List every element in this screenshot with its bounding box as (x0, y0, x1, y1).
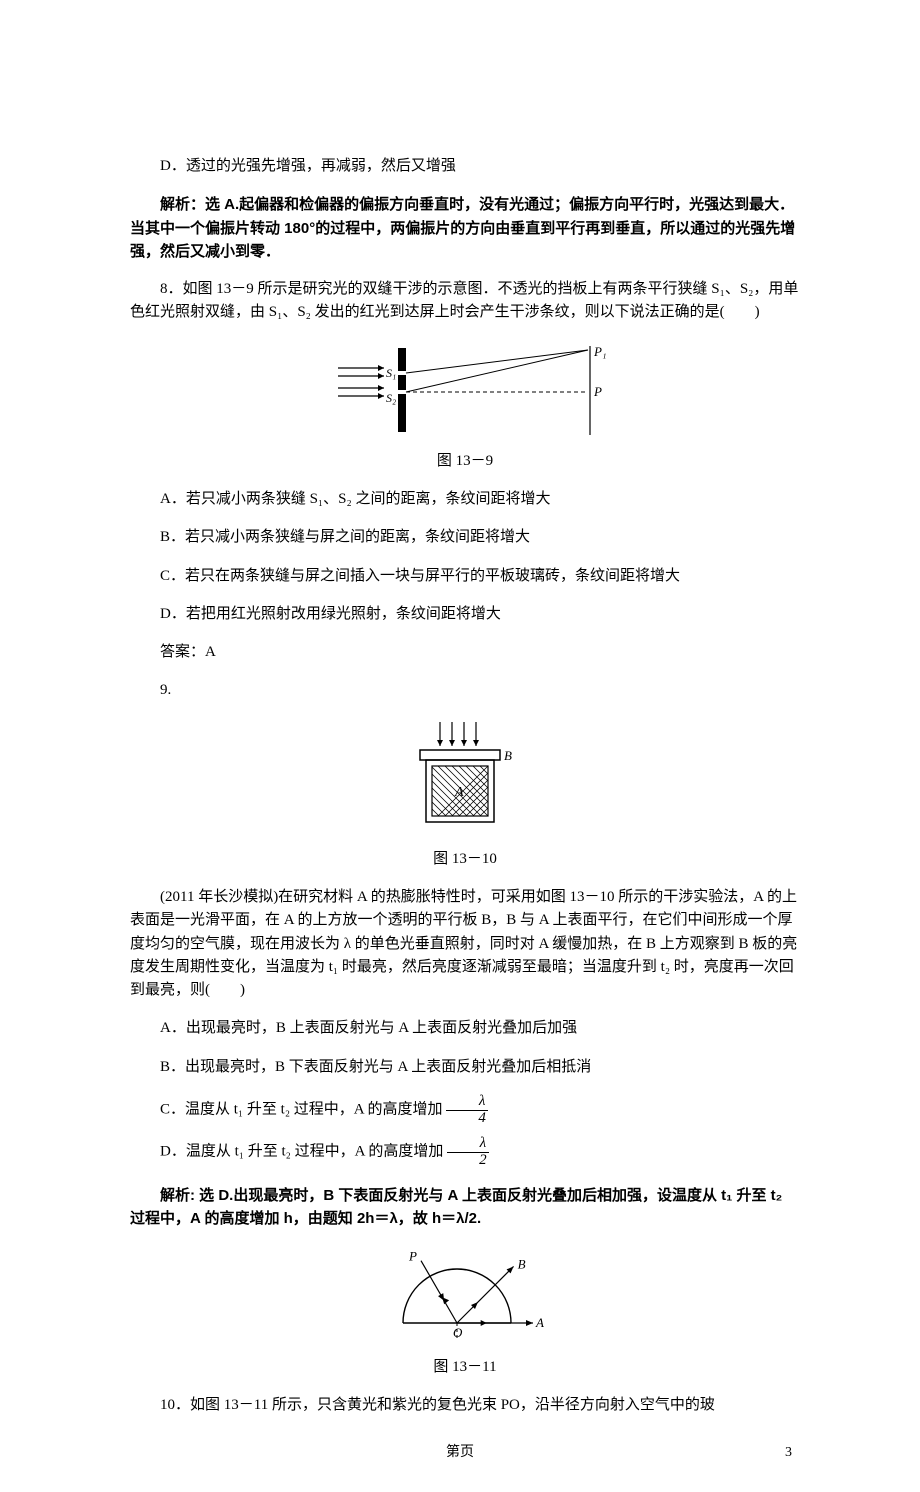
page: D．透过的光强先增强，再减弱，然后又增强 解析：选 A.起偏器和检偏器的偏振方向… (0, 0, 920, 1492)
figure-13-11-caption: 图 13－11 (130, 1356, 800, 1379)
q10-stem: 10．如图 13－11 所示，只含黄光和紫光的复色光束 PO，沿半径方向射入空气… (130, 1394, 800, 1417)
q9-opt-c: C．温度从 t₁ 升至 t₂ 过程中，A 的高度增加 λ 4 (130, 1094, 800, 1127)
q9-opt-d: D．温度从 t₁ 升至 t₂ 过程中，A 的高度增加 λ 2 (130, 1136, 800, 1169)
q9-stem: (2011 年长沙模拟)在研究材料 A 的热膨胀特性时，可采用如图 13－10 … (130, 886, 800, 1002)
thermal-expansion-diagram: BA (400, 718, 530, 838)
svg-text:S₂: S₂ (386, 391, 396, 405)
q9-opt-d-fraction: λ 2 (447, 1136, 489, 1169)
frac-den: 4 (446, 1111, 488, 1127)
prev-option-d: D．透过的光强先增强，再减弱，然后又增强 (130, 155, 800, 178)
figure-13-9: S₁ S₂ P₁ P (130, 340, 800, 448)
figure-13-11: O A B P (130, 1245, 800, 1353)
q9-number: 9. (130, 679, 800, 702)
q9-opt-d-text: D．温度从 t₁ 升至 t₂ 过程中，A 的高度增加 (160, 1144, 443, 1160)
q8-answer: 答案：A (130, 641, 800, 664)
svg-text:P: P (408, 1249, 417, 1264)
q8-opt-b: B．若只减小两条狭缝与屏之间的距离，条纹间距将增大 (130, 526, 800, 549)
svg-text:P: P (593, 384, 602, 399)
figure-13-10: BA (130, 718, 800, 846)
figure-13-9-caption: 图 13－9 (130, 450, 800, 473)
page-number: 3 (785, 1442, 792, 1464)
q9-opt-a: A．出现最亮时，B 上表面反射光与 A 上表面反射光叠加后加强 (130, 1017, 800, 1040)
frac-num: λ (446, 1094, 488, 1111)
frac-num: λ (447, 1136, 489, 1153)
q8-opt-a: A．若只减小两条狭缝 S₁、S₂ 之间的距离，条纹间距将增大 (130, 488, 800, 511)
svg-text:B: B (504, 748, 512, 763)
svg-text:A: A (454, 785, 464, 800)
page-footer: 第页 3 (0, 1442, 920, 1464)
svg-text:S₁: S₁ (386, 366, 396, 380)
explanation-9: 解析: 选 D.出现最亮时，B 下表面反射光与 A 上表面反射光叠加后相加强，设… (130, 1184, 800, 1231)
explanation-7: 解析：选 A.起偏器和检偏器的偏振方向垂直时，没有光通过；偏振方向平行时，光强达… (130, 193, 800, 263)
svg-text:P₁: P₁ (593, 344, 606, 359)
double-slit-diagram: S₁ S₂ P₁ P (320, 340, 610, 440)
q9-opt-b: B．出现最亮时，B 下表面反射光与 A 上表面反射光叠加后相抵消 (130, 1056, 800, 1079)
footer-label: 第页 (446, 1445, 474, 1460)
svg-text:A: A (535, 1315, 544, 1330)
q8-stem: 8．如图 13－9 所示是研究光的双缝干涉的示意图．不透光的挡板上有两条平行狭缝… (130, 278, 800, 325)
q9-opt-c-fraction: λ 4 (446, 1094, 488, 1127)
svg-text:B: B (518, 1257, 526, 1272)
semicircle-refraction-diagram: O A B P (365, 1245, 565, 1345)
q8-opt-c: C．若只在两条狭缝与屏之间插入一块与屏平行的平板玻璃砖，条纹间距将增大 (130, 565, 800, 588)
q9-opt-c-text: C．温度从 t₁ 升至 t₂ 过程中，A 的高度增加 (160, 1101, 443, 1117)
svg-text:O: O (453, 1325, 463, 1340)
frac-den: 2 (447, 1153, 489, 1169)
q8-opt-d: D．若把用红光照射改用绿光照射，条纹间距将增大 (130, 603, 800, 626)
figure-13-10-caption: 图 13－10 (130, 848, 800, 871)
